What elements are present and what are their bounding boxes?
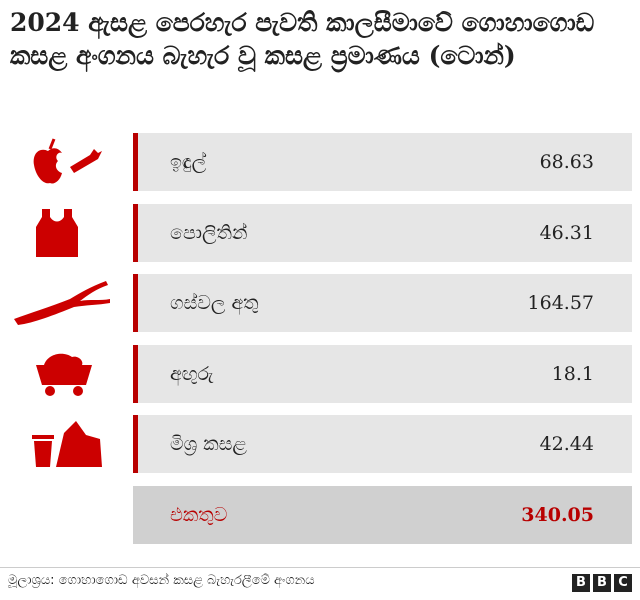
logo-letter: C [614, 574, 632, 592]
table-row: එකතුව 340.05 [133, 485, 632, 544]
logo-letter: B [593, 574, 611, 592]
source: මූලාශ්‍රය: ගොහාගොඩ අවසන් කසළ බැහැරලීමේ අ… [8, 573, 315, 588]
row-label: ගස්වල අතු [170, 292, 259, 314]
row-label: මිශ්‍ර කසළ [170, 433, 247, 455]
logo-letter: B [572, 574, 590, 592]
icon-food [33, 138, 102, 184]
table-row: ඉඳුල් 68.63 [133, 133, 632, 191]
table-row: ගස්වල අතු 164.57 [133, 274, 632, 332]
icon-branches [14, 281, 110, 325]
table-row: පොලිතින් 46.31 [133, 203, 632, 262]
table-row: මිශ්‍ර කසළ 42.44 [133, 415, 632, 473]
icon-charcoal [36, 353, 92, 396]
row-value: 18.1 [551, 362, 594, 385]
row-value: 164.57 [527, 292, 594, 314]
row-label: එකතුව [170, 503, 228, 526]
row-value: 68.63 [539, 151, 594, 173]
title: 2024 ඇසළ පෙරහැර පැවති කාලසීමාවේ ගොහාගොඩ … [10, 8, 595, 70]
table-row: අඟුරු 18.1 [133, 344, 632, 403]
row-label: අඟුරු [170, 362, 214, 385]
row-value: 46.31 [539, 221, 594, 244]
divider [0, 567, 640, 568]
row-value: 340.05 [521, 503, 594, 526]
row-label: ඉඳුල් [170, 151, 207, 173]
row-label: පොලිතින් [170, 221, 248, 244]
row-value: 42.44 [539, 433, 594, 455]
icon-polythene [36, 209, 78, 257]
icon-mixed-waste [32, 421, 102, 467]
